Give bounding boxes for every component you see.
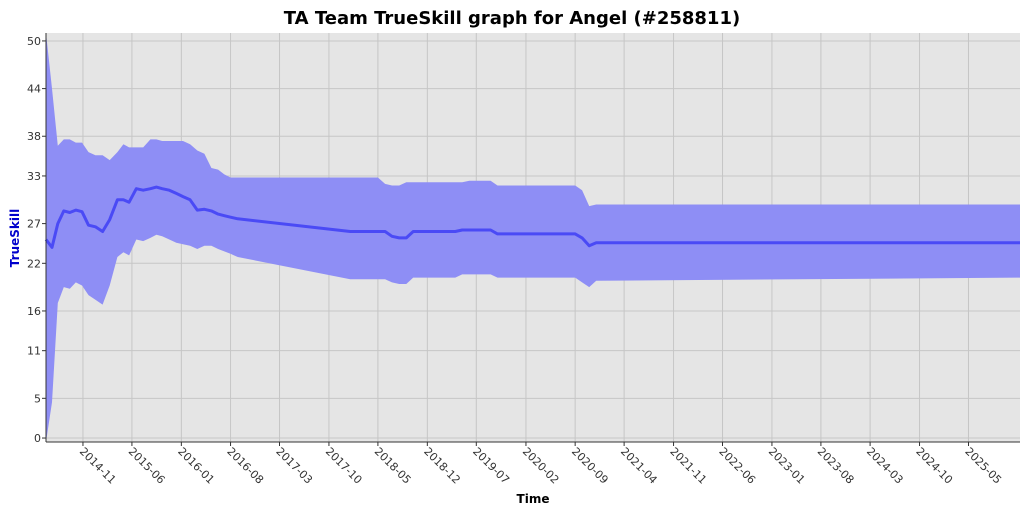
y-tick-label: 16 [27, 305, 41, 318]
y-tick-label: 38 [27, 130, 41, 143]
confidence-band [46, 33, 1020, 442]
trueskill-series-line [44, 185, 1020, 249]
y-tick-label: 33 [27, 170, 41, 183]
x-axis-title: Time [517, 492, 550, 506]
chart-title: TA Team TrueSkill graph for Angel (#2588… [284, 8, 740, 29]
y-tick-label: 27 [27, 218, 41, 231]
uncertainty-band [46, 33, 1020, 442]
y-tick-label: 50 [27, 35, 41, 48]
y-tick-label: 22 [27, 257, 41, 270]
trueskill-line [44, 185, 1020, 249]
y-tick-labels: 0 5 11 16 22 27 33 38 44 50 [27, 35, 46, 445]
y-tick-label: 0 [34, 432, 41, 445]
y-tick-label: 5 [34, 392, 41, 405]
y-tick-label: 44 [27, 83, 41, 96]
y-axis-title: TrueSkill [8, 209, 22, 267]
y-tick-label: 11 [27, 345, 41, 358]
